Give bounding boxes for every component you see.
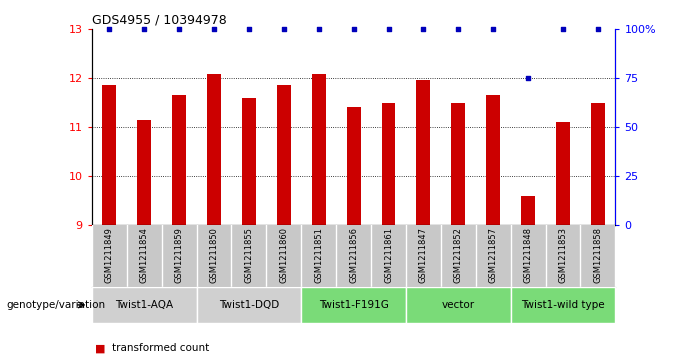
- Bar: [591, 102, 605, 225]
- Text: GSM1211850: GSM1211850: [209, 227, 218, 283]
- Point: [173, 26, 184, 32]
- Point: [139, 26, 150, 32]
- Bar: [102, 85, 116, 225]
- Text: GSM1211853: GSM1211853: [558, 227, 568, 283]
- Bar: [521, 196, 535, 225]
- Text: transformed count: transformed count: [112, 343, 209, 354]
- Text: ■: ■: [95, 343, 105, 354]
- Text: genotype/variation: genotype/variation: [7, 300, 106, 310]
- Text: Twist1-DQD: Twist1-DQD: [219, 300, 279, 310]
- Point: [243, 26, 254, 32]
- Bar: [486, 95, 500, 225]
- Bar: [311, 74, 326, 225]
- Text: GSM1211849: GSM1211849: [105, 227, 114, 283]
- Point: [488, 26, 498, 32]
- Text: GDS4955 / 10394978: GDS4955 / 10394978: [92, 13, 226, 26]
- Text: GSM1211858: GSM1211858: [594, 227, 602, 283]
- Bar: [172, 95, 186, 225]
- Bar: [347, 107, 360, 225]
- Point: [209, 26, 220, 32]
- Point: [348, 26, 359, 32]
- Text: GSM1211848: GSM1211848: [524, 227, 532, 283]
- Text: GSM1211847: GSM1211847: [419, 227, 428, 283]
- Point: [418, 26, 429, 32]
- Bar: [277, 85, 291, 225]
- Text: Twist1-wild type: Twist1-wild type: [522, 300, 605, 310]
- Text: Twist1-AQA: Twist1-AQA: [115, 300, 173, 310]
- Text: GSM1211860: GSM1211860: [279, 227, 288, 283]
- Text: GSM1211852: GSM1211852: [454, 227, 463, 283]
- Text: GSM1211855: GSM1211855: [244, 227, 254, 283]
- Text: GSM1211857: GSM1211857: [489, 227, 498, 283]
- Point: [313, 26, 324, 32]
- Point: [104, 26, 115, 32]
- Bar: [381, 102, 396, 225]
- Text: GSM1211859: GSM1211859: [175, 227, 184, 283]
- Point: [278, 26, 289, 32]
- Bar: [242, 98, 256, 225]
- Point: [523, 75, 534, 81]
- Text: vector: vector: [442, 300, 475, 310]
- Text: Twist1-F191G: Twist1-F191G: [319, 300, 388, 310]
- Text: GSM1211856: GSM1211856: [349, 227, 358, 283]
- Point: [592, 26, 603, 32]
- Bar: [452, 102, 465, 225]
- Text: GSM1211854: GSM1211854: [139, 227, 149, 283]
- Point: [383, 26, 394, 32]
- Text: GSM1211861: GSM1211861: [384, 227, 393, 283]
- Bar: [556, 122, 570, 225]
- Bar: [416, 79, 430, 225]
- Bar: [207, 74, 221, 225]
- Point: [558, 26, 568, 32]
- Text: GSM1211851: GSM1211851: [314, 227, 323, 283]
- Bar: [137, 120, 151, 225]
- Point: [453, 26, 464, 32]
